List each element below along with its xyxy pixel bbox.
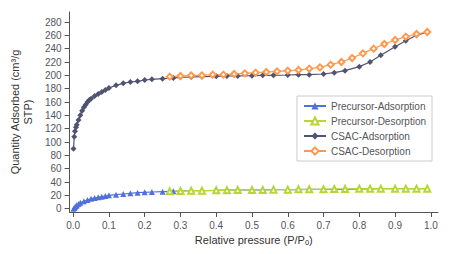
svg-text:100: 100	[45, 137, 62, 148]
svg-text:0.7: 0.7	[317, 220, 331, 231]
svg-text:180: 180	[45, 83, 62, 94]
svg-text:Precursor-Desorption: Precursor-Desorption	[331, 116, 426, 127]
svg-text:0.8: 0.8	[352, 220, 366, 231]
svg-text:Precursor-Adsorption: Precursor-Adsorption	[331, 101, 425, 112]
svg-text:0.4: 0.4	[209, 220, 223, 231]
svg-text:280: 280	[45, 17, 62, 28]
svg-text:Quantity Adsorbed (cm³/g: Quantity Adsorbed (cm³/g	[9, 50, 21, 175]
svg-text:160: 160	[45, 97, 62, 108]
svg-text:0.1: 0.1	[102, 220, 116, 231]
svg-text:260: 260	[45, 30, 62, 41]
svg-text:140: 140	[45, 110, 62, 121]
svg-text:CSAC-Desorption: CSAC-Desorption	[331, 146, 410, 157]
svg-text:STP): STP)	[22, 99, 34, 124]
svg-text:Relative pressure (P/Pₒ): Relative pressure (P/Pₒ)	[195, 234, 313, 246]
svg-text:200: 200	[45, 70, 62, 81]
svg-text:0.6: 0.6	[281, 220, 295, 231]
svg-text:40: 40	[50, 177, 62, 188]
svg-text:60: 60	[50, 163, 62, 174]
svg-text:0: 0	[56, 203, 62, 214]
svg-text:1.0: 1.0	[424, 220, 438, 231]
svg-text:0.5: 0.5	[245, 220, 259, 231]
svg-text:0.0: 0.0	[66, 220, 80, 231]
svg-text:80: 80	[50, 150, 62, 161]
svg-text:0.3: 0.3	[174, 220, 188, 231]
svg-text:220: 220	[45, 57, 62, 68]
svg-text:120: 120	[45, 123, 62, 134]
svg-text:20: 20	[50, 190, 62, 201]
svg-text:240: 240	[45, 43, 62, 54]
svg-text:CSAC-Adsorption: CSAC-Adsorption	[331, 131, 410, 142]
svg-text:0.9: 0.9	[388, 220, 402, 231]
svg-text:0.2: 0.2	[138, 220, 152, 231]
